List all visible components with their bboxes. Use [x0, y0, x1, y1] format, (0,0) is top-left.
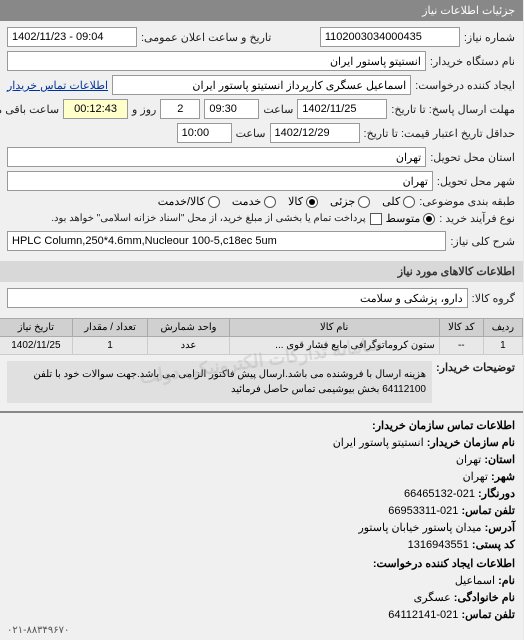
treasury-checkbox[interactable]	[371, 213, 383, 225]
scope-partial-radio[interactable]: جزئی	[331, 195, 371, 208]
info-line: نام: اسماعیل	[0, 572, 524, 589]
th-unit: واحد شمارش	[149, 319, 230, 337]
info-line: آدرس: میدان پاستور خیابان پاستور	[0, 519, 524, 536]
process-note: پرداخت تمام یا بخشی از مبلغ خرید، از محل…	[52, 213, 366, 224]
request-creator-label: ایجاد کننده درخواست:	[416, 79, 516, 92]
radio-icon	[209, 196, 221, 208]
request-number-input[interactable]	[321, 27, 461, 47]
delivery-province-input[interactable]	[8, 147, 427, 167]
process-label: نوع فرآیند خرید :	[440, 212, 516, 225]
scope-label: طبقه بندی موضوعی:	[420, 195, 516, 208]
desc-input[interactable]	[8, 231, 447, 251]
request-creator-input[interactable]	[113, 75, 412, 95]
scope-partial-label: جزئی	[331, 195, 356, 208]
footer-phone: ۰۲۱-۸۸۳۴۹۶۷۰	[0, 623, 524, 640]
scope-services-radio[interactable]: خدمت	[233, 195, 277, 208]
radio-icon	[359, 196, 371, 208]
th-name: نام کالا	[230, 319, 440, 337]
form-section: شماره نیاز: تاریخ و ساعت اعلان عمومی: نا…	[0, 21, 524, 261]
group-input[interactable]	[8, 288, 469, 308]
scope-goods-services-radio[interactable]: کالا/خدمت	[159, 195, 221, 208]
td-qty: 1	[73, 337, 149, 355]
table-header-row: ردیف کد کالا نام کالا واحد شمارش تعداد /…	[1, 319, 524, 337]
group-label: گروه کالا:	[473, 292, 516, 305]
validity-time-input[interactable]	[178, 123, 233, 143]
header-title: جزئیات اطلاعات نیاز	[423, 5, 516, 17]
delivery-city-input[interactable]	[8, 171, 434, 191]
buyer-org-input[interactable]	[8, 51, 427, 71]
delivery-province-label: استان محل تحویل:	[431, 151, 516, 164]
th-qty: تعداد / مقدار	[73, 319, 149, 337]
table-row[interactable]: 1 -- ستون کروماتوگرافی مایع فشار قوی ...…	[1, 337, 524, 355]
th-date: تاریخ نیاز	[1, 319, 74, 337]
info-line: تلفن تماس: 021-64112141	[0, 606, 524, 623]
radio-icon	[404, 196, 416, 208]
buyer-org-label: نام دستگاه خریدار:	[431, 55, 516, 68]
td-code: --	[440, 337, 484, 355]
deadline-time-input[interactable]	[205, 99, 260, 119]
request-number-label: شماره نیاز:	[465, 31, 516, 44]
deadline-label: مهلت ارسال پاسخ: تا تاریخ:	[392, 103, 516, 116]
desc-label: شرح کلی نیاز:	[451, 235, 516, 248]
goods-section-title: اطلاعات کالاهای مورد نیاز	[0, 261, 524, 282]
scope-services-label: خدمت	[233, 195, 262, 208]
info-line: تلفن تماس: 021-66953311	[0, 502, 524, 519]
goods-table: ردیف کد کالا نام کالا واحد شمارش تعداد /…	[0, 318, 524, 355]
announce-datetime-input[interactable]	[8, 27, 138, 47]
scope-all-label: کلی	[383, 195, 401, 208]
th-code: کد کالا	[440, 319, 484, 337]
buyer-notes-text: هزینه ارسال با فروشنده می باشد.ارسال پیش…	[8, 361, 433, 403]
td-name: ستون کروماتوگرافی مایع فشار قوی ...	[230, 337, 440, 355]
remaining-label: ساعت باقی مانده	[0, 103, 60, 116]
td-date: 1402/11/25	[1, 337, 74, 355]
delivery-city-label: شهر محل تحویل:	[438, 175, 516, 188]
validity-date-input[interactable]	[271, 123, 361, 143]
remaining-time-input	[64, 99, 129, 119]
scope-goods-radio[interactable]: کالا	[289, 195, 319, 208]
scope-goods-label: کالا	[289, 195, 304, 208]
td-unit: عدد	[149, 337, 230, 355]
process-radio[interactable]: متوسط	[387, 212, 437, 225]
radio-icon	[265, 196, 277, 208]
info-line: استان: تهران	[0, 451, 524, 468]
scope-goods-services-label: کالا/خدمت	[159, 195, 206, 208]
info-line: نام خانوادگی: عسگری	[0, 589, 524, 606]
radio-icon	[424, 213, 436, 225]
creator-title: اطلاعات ایجاد کننده درخواست:	[0, 553, 524, 572]
deadline-time-label: ساعت	[264, 103, 294, 116]
info-line: دورنگار: 021-66465132	[0, 485, 524, 502]
info-line: شهر: تهران	[0, 468, 524, 485]
info-line: نام سازمان خریدار: انستیتو پاستور ایران	[0, 434, 524, 451]
buyer-contact-link[interactable]: اطلاعات تماس خریدار	[8, 79, 109, 92]
days-input[interactable]	[161, 99, 201, 119]
scope-radio-group: کلی جزئی کالا خدمت کالا/خدمت	[159, 195, 417, 208]
days-label: روز و	[133, 103, 157, 116]
announce-datetime-label: تاریخ و ساعت اعلان عمومی:	[142, 31, 272, 44]
validity-time-label: ساعت	[237, 127, 267, 140]
process-value: متوسط	[387, 212, 422, 225]
contact-section-title: اطلاعات تماس سازمان خریدار:	[0, 413, 524, 434]
radio-icon	[307, 196, 319, 208]
scope-all-radio[interactable]: کلی	[383, 195, 416, 208]
th-index: ردیف	[484, 319, 523, 337]
td-index: 1	[484, 337, 523, 355]
validity-label: حداقل تاریخ اعتبار قیمت: تا تاریخ:	[365, 127, 516, 140]
main-container: جزئیات اطلاعات نیاز شماره نیاز: تاریخ و …	[0, 0, 524, 640]
table-wrapper: ردیف کد کالا نام کالا واحد شمارش تعداد /…	[0, 318, 524, 403]
header-bar: جزئیات اطلاعات نیاز	[0, 0, 524, 21]
buyer-notes-label: توضیحات خریدار:	[437, 361, 516, 374]
info-line: کد پستی: 1316943551	[0, 536, 524, 553]
deadline-date-input[interactable]	[298, 99, 388, 119]
